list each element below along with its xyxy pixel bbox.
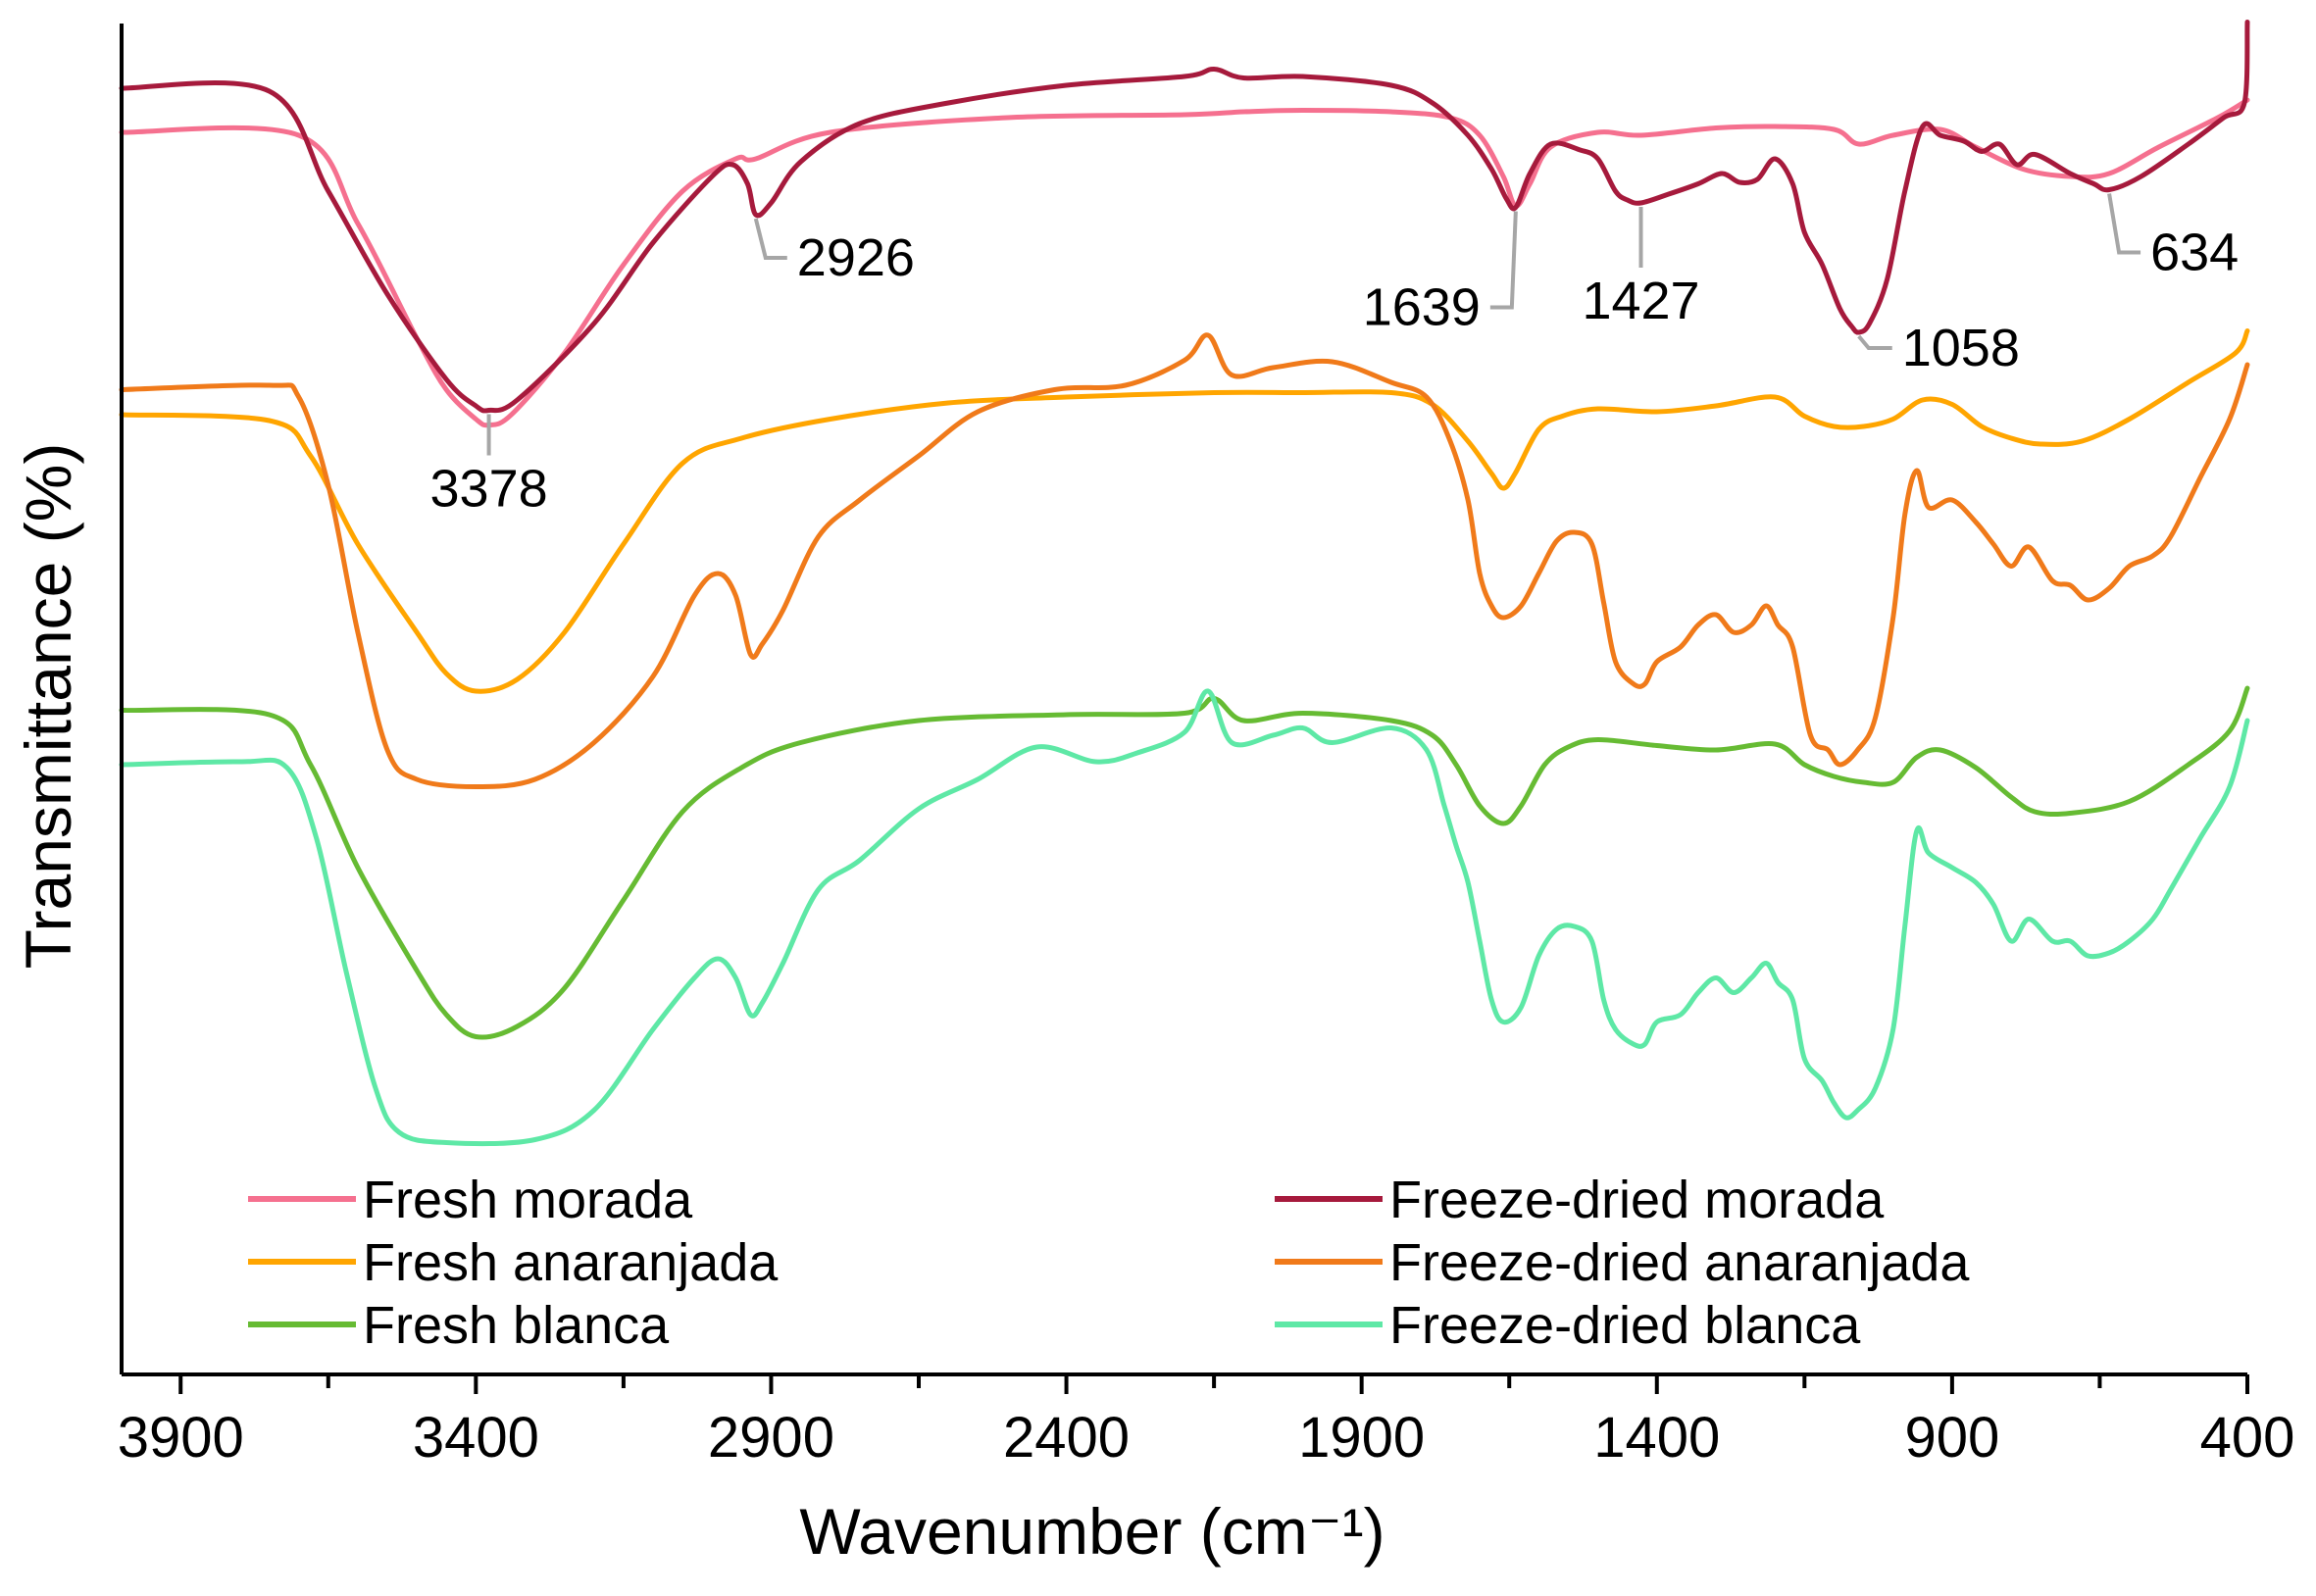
peak-leader-line — [1857, 334, 1892, 350]
series-line-fresh-morada — [119, 97, 2250, 428]
legend-label: Freeze-dried anaranjada — [1389, 1233, 1970, 1292]
peak-annotation-1639: 1639 — [1363, 211, 1518, 337]
legend-label: Fresh morada — [363, 1171, 693, 1229]
x-tick-label: 3400 — [413, 1406, 539, 1470]
x-tick-label: 400 — [2200, 1406, 2295, 1470]
x-axis-title: Wavenumber (cm⁻¹) — [799, 1495, 1385, 1568]
series-line-fresh-blanca — [119, 685, 2250, 1040]
peak-leader-line — [753, 218, 787, 260]
x-tick-label: 2400 — [1003, 1406, 1130, 1470]
y-axis-title: Transmittance (%) — [12, 443, 84, 970]
series-line-freeze-dried-blanca — [119, 688, 2250, 1147]
legend-item-freeze-dried-morada: Freeze-dried morada — [1275, 1171, 1885, 1229]
peak-annotation-3378: 3378 — [430, 414, 548, 519]
legend: Fresh morada Freeze-dried morada Fresh ana… — [248, 1171, 1970, 1355]
axis-layer: 3900 3400 2900 2400 1900 1400 900 400 — [118, 24, 2295, 1470]
legend-label: Freeze-dried blanca — [1389, 1296, 1861, 1355]
x-tick-label: 3900 — [118, 1406, 244, 1470]
peak-annotation-2926: 2926 — [753, 218, 915, 287]
peak-leader-line — [1489, 211, 1518, 310]
peak-label: 634 — [2150, 224, 2239, 282]
peak-label: 1058 — [1902, 319, 2020, 377]
peak-annotation-634: 634 — [2107, 193, 2239, 282]
peak-annotation-1427: 1427 — [1582, 207, 1700, 330]
peak-annotation-1058: 1058 — [1857, 319, 2020, 377]
peak-leader-line — [2107, 193, 2141, 255]
annotation-layer: 3378 2926 1639 1427 1058 634 — [430, 193, 2239, 519]
series-layer — [119, 20, 2250, 1147]
legend-item-freeze-dried-blanca: Freeze-dried blanca — [1275, 1296, 1861, 1355]
legend-label: Fresh anaranjada — [363, 1233, 779, 1292]
peak-label: 2926 — [797, 228, 915, 287]
x-tick-label: 1900 — [1298, 1406, 1425, 1470]
x-tick-label: 2900 — [708, 1406, 834, 1470]
legend-item-fresh-morada: Fresh morada — [248, 1171, 693, 1229]
peak-label: 3378 — [430, 460, 548, 519]
peak-label: 1639 — [1363, 278, 1481, 337]
legend-label: Freeze-dried morada — [1389, 1171, 1885, 1229]
series-line-freeze-dried-anaranjada — [119, 332, 2250, 789]
legend-item-fresh-anaranjada: Fresh anaranjada — [248, 1233, 779, 1292]
legend-item-freeze-dried-anaranjada: Freeze-dried anaranjada — [1275, 1233, 1970, 1292]
x-tick-label: 1400 — [1593, 1406, 1720, 1470]
peak-label: 1427 — [1582, 272, 1699, 330]
legend-label: Fresh blanca — [363, 1296, 670, 1355]
legend-item-fresh-blanca: Fresh blanca — [248, 1296, 670, 1355]
series-line-freeze-dried-morada — [119, 20, 2250, 414]
x-tick-label: 900 — [1904, 1406, 1999, 1470]
series-line-fresh-anaranjada — [119, 328, 2250, 694]
